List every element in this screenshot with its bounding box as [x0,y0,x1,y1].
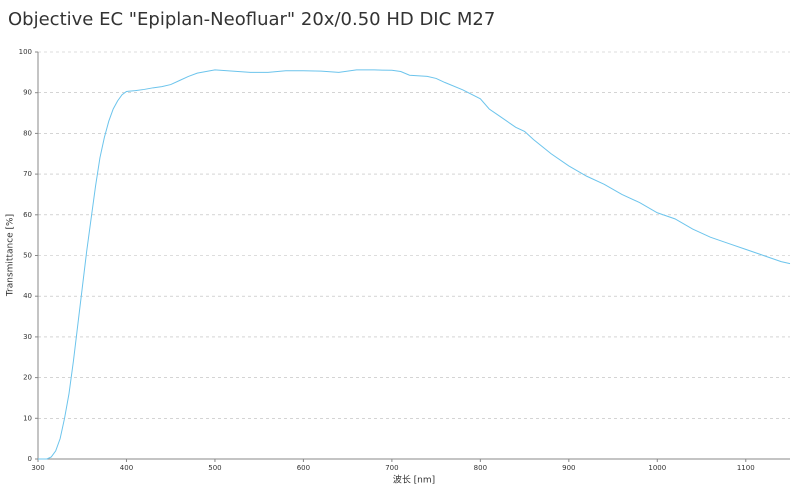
x-tick-label: 400 [120,464,133,472]
y-tick-label: 100 [19,48,32,56]
x-tick-label: 700 [385,464,398,472]
data-line [38,69,791,460]
x-tick-label: 300 [31,464,44,472]
chart-title: Objective EC "Epiplan-Neofluar" 20x/0.50… [8,9,495,30]
y-tick-label: 30 [23,333,32,341]
y-tick-label: 80 [23,129,32,137]
x-tick-label: 1100 [737,464,755,472]
y-axis-label: Transmittance [%] [6,214,16,297]
y-tick-label: 90 [23,89,32,97]
x-tick-label: 800 [474,464,487,472]
y-tick-label: 70 [23,170,32,178]
x-tick-label: 1000 [648,464,666,472]
y-tick-label: 60 [23,211,32,219]
y-tick-label: 10 [23,414,32,422]
x-axis-label: 波长 [nm] [393,474,435,486]
y-tick-label: 40 [23,292,32,300]
x-tick-label: 600 [297,464,310,472]
y-tick-label: 50 [23,252,32,260]
x-tick-label: 500 [208,464,221,472]
y-tick-label: 20 [23,374,32,382]
x-tick-label: 900 [562,464,575,472]
y-tick-label: 0 [28,455,32,463]
